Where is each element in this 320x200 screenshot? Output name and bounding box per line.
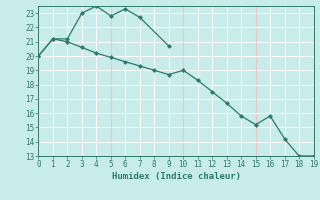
X-axis label: Humidex (Indice chaleur): Humidex (Indice chaleur) (111, 172, 241, 181)
